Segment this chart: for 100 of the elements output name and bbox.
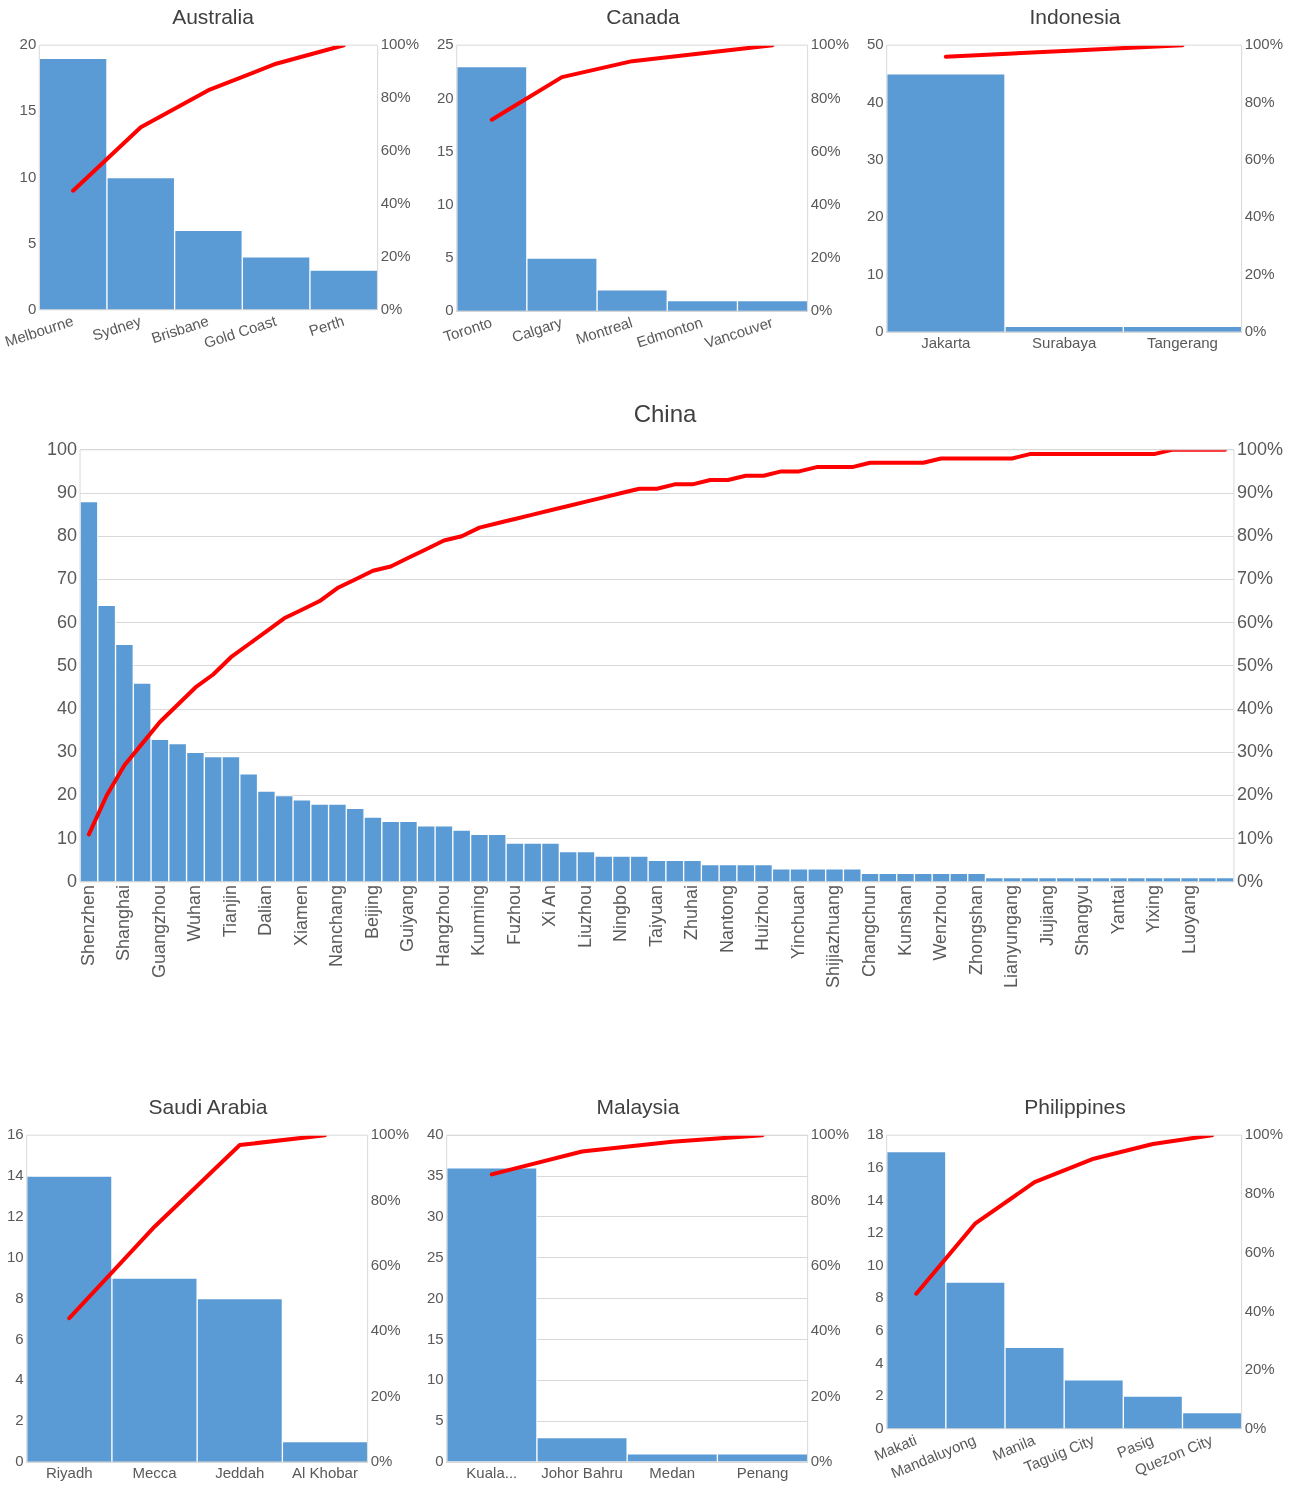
y2-tick-label: 100%: [380, 35, 420, 53]
y-tick-label: 6: [875, 1321, 884, 1339]
y2-tick-label: 20%: [1236, 784, 1273, 805]
x-tick-label: Fuzhou: [503, 884, 524, 945]
x-tick-label: Kunming: [468, 884, 489, 956]
x-tick-label: Mecca: [132, 1464, 178, 1482]
y2-tick-label: 80%: [1244, 1184, 1275, 1202]
y2-tick-label: 30%: [1236, 741, 1273, 762]
x-tick-label: Dalian: [255, 884, 276, 936]
x-tick-label: Yantai: [1107, 884, 1128, 935]
x-tick-label: Hangzhou: [432, 884, 453, 967]
y-tick-label: 6: [15, 1329, 24, 1347]
x-tick-label: Lianyungang: [1001, 884, 1022, 989]
y-tick-label: 10: [437, 194, 454, 212]
y2-tick-label: 10%: [1236, 827, 1273, 848]
x-tick-label: Huizhou: [752, 884, 773, 951]
y2-tick-label: 60%: [1244, 150, 1275, 168]
x-tick-label: Shangyu: [1072, 884, 1093, 956]
chart-title: China: [633, 400, 697, 428]
y-tick-label: 25: [427, 1247, 444, 1265]
y-tick-label: 40: [57, 698, 78, 719]
y2-tick-label: 60%: [1236, 611, 1273, 632]
y-tick-label: 10: [427, 1370, 444, 1388]
y2-tick-label: 100%: [370, 1125, 410, 1143]
y2-tick-label: 100%: [1244, 1125, 1284, 1143]
y-tick-label: 16: [7, 1125, 24, 1143]
y-tick-label: 35: [427, 1166, 444, 1184]
y-tick-label: 40: [427, 1125, 444, 1143]
chart-title: Malaysia: [596, 1095, 680, 1119]
x-tick-label: Nantong: [716, 884, 737, 953]
y2-tick-label: 0%: [370, 1452, 393, 1470]
x-tick-label: Yinchuan: [787, 884, 808, 960]
x-tick-label: Wuhan: [184, 884, 205, 942]
y-tick-label: 20: [437, 88, 454, 106]
x-tick-label: Riyadh: [45, 1464, 93, 1482]
x-tick-label: Beijing: [361, 884, 382, 939]
y2-tick-label: 80%: [370, 1190, 401, 1208]
y2-tick-label: 50%: [1236, 654, 1273, 675]
y2-tick-label: 0%: [380, 299, 403, 317]
y2-tick-label: 40%: [1236, 698, 1273, 719]
y-tick-label: 20: [57, 784, 78, 805]
x-tick-label: Tangerang: [1147, 334, 1218, 352]
y2-tick-label: 100%: [1244, 35, 1284, 53]
x-tick-label: Guiyang: [397, 884, 418, 952]
y2-tick-label: 20%: [810, 248, 841, 266]
y2-tick-label: 80%: [810, 88, 841, 106]
y2-tick-label: 80%: [810, 1190, 841, 1208]
y2-tick-label: 100%: [1236, 438, 1284, 459]
y-tick-label: 90: [57, 481, 78, 502]
y-tick-label: 25: [437, 35, 454, 53]
y-tick-label: 60: [57, 611, 78, 632]
y2-tick-label: 20%: [370, 1386, 401, 1404]
x-tick-label: Shijiazhuang: [823, 884, 844, 988]
x-tick-label: Surabaya: [1032, 334, 1097, 352]
y-tick-label: 18: [867, 1125, 884, 1143]
y2-tick-label: 20%: [380, 247, 411, 265]
x-tick-label: Nanchang: [326, 884, 347, 967]
x-tick-label: Penang: [736, 1464, 789, 1482]
y-tick-label: 20: [427, 1288, 444, 1306]
y-tick-label: 15: [437, 141, 454, 159]
y-tick-label: 10: [867, 1255, 884, 1273]
y-tick-label: 14: [7, 1166, 24, 1184]
x-tick-label: Zhongshan: [965, 884, 986, 975]
y-tick-label: 2: [875, 1386, 884, 1404]
y-tick-label: 8: [875, 1288, 884, 1306]
y-tick-label: 20: [867, 207, 884, 225]
y2-tick-label: 60%: [810, 1256, 841, 1274]
y-tick-label: 15: [427, 1329, 444, 1347]
y-tick-label: 2: [15, 1411, 24, 1429]
y-tick-label: 10: [57, 827, 78, 848]
y2-tick-label: 40%: [1244, 207, 1275, 225]
y2-tick-label: 0%: [810, 301, 833, 319]
x-tick-label: Changchun: [859, 884, 879, 977]
y-tick-label: 5: [435, 1411, 444, 1429]
y-tick-label: 30: [867, 150, 884, 168]
y2-tick-label: 80%: [1236, 525, 1273, 546]
x-tick-label: Ningbo: [610, 884, 631, 942]
y-tick-label: 0: [875, 322, 884, 340]
y-tick-label: 0: [15, 1452, 24, 1470]
x-tick-label: Calgary: [509, 313, 565, 346]
x-tick-label: Shanghai: [113, 884, 134, 961]
x-tick-label: Luoyang: [1178, 884, 1199, 954]
x-tick-label: Jakarta: [921, 334, 972, 352]
x-tick-label: Yixing: [1143, 884, 1164, 934]
y2-tick-label: 40%: [1244, 1301, 1275, 1319]
y2-tick-label: 20%: [810, 1386, 841, 1404]
y2-tick-label: 20%: [1244, 1360, 1275, 1378]
y2-tick-label: 60%: [370, 1256, 401, 1274]
y2-tick-label: 0%: [1244, 1418, 1267, 1436]
y-tick-label: 80: [57, 525, 78, 546]
y-tick-label: 8: [15, 1288, 24, 1306]
y2-tick-label: 90%: [1236, 481, 1273, 502]
x-tick-label: Xiamen: [290, 884, 311, 946]
x-tick-label: Wenzhou: [930, 884, 951, 961]
y-tick-label: 10: [867, 264, 884, 282]
y-tick-label: 20: [19, 35, 37, 53]
chart-title: Canada: [606, 5, 681, 29]
x-tick-label: Shenzhen: [77, 884, 98, 966]
x-tick-label: Liuzhou: [574, 884, 595, 948]
y2-tick-label: 60%: [810, 141, 841, 159]
